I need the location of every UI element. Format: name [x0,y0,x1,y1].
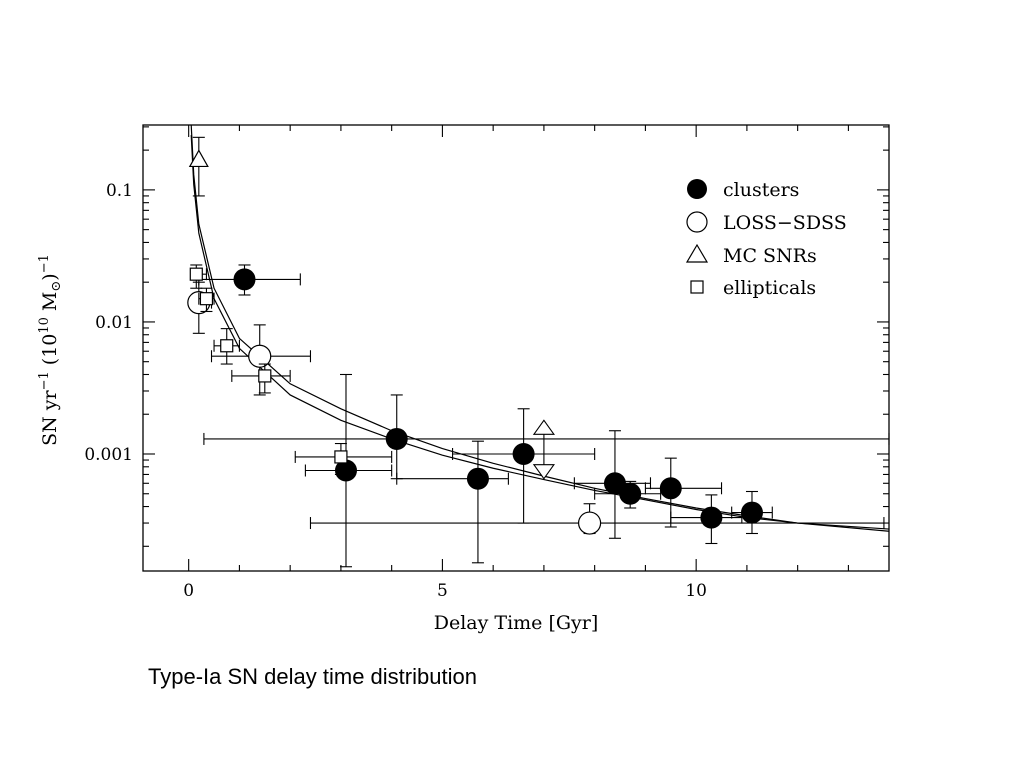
legend-label-mc-snrs: MC SNRs [723,245,817,267]
data-point-filled-circle [452,408,596,524]
data-point-filled-circle [731,490,773,535]
data-point-filled-circle [594,480,662,509]
data-point-open-square [231,363,291,394]
marker-filled-circle [700,506,723,529]
x-tick-label: 0 [183,581,194,601]
marker-filled-circle [385,427,408,450]
range-arrow-head-down [532,464,555,480]
marker-open-square [258,369,272,383]
data-point-open-circle [210,324,312,396]
range-arrow [532,419,555,480]
y-axis-label: SN yr−1(1010M⊙)−1 [37,254,64,446]
data-point-open-triangle [188,136,209,197]
plot-frame [142,124,890,572]
legend-marker-ellipticals [690,280,704,294]
data-point-open-circle [187,281,213,334]
marker-filled-circle [659,477,682,500]
data-points [187,136,890,568]
data-point-open-circle [309,503,885,535]
marker-filled-circle [466,467,489,490]
figure-caption: Type-Ia SN delay time distribution [148,664,477,689]
x-tick-label: 10 [685,581,707,601]
data-point-filled-circle [198,264,301,296]
data-point-filled-circle [670,494,743,545]
data-point-open-square [189,264,207,289]
data-point-filled-circle [203,394,890,480]
marker-filled-circle [233,268,256,291]
marker-open-square [189,267,203,281]
range-arrow-head-up [532,419,555,435]
y-tick-label: 0.01 [95,313,133,333]
marker-filled-circle [740,501,763,524]
x-axis-label: Delay Time [Gyr] [434,612,599,634]
marker-filled-circle [619,482,642,505]
marker-open-square [220,339,234,353]
legend-marker-clusters [687,179,707,199]
marker-open-circle [577,511,602,535]
legend: clusters LOSS−SDSS MC SNRs ellipticals [685,179,847,299]
data-point-filled-circle [644,457,723,528]
marker-open-square [199,292,214,306]
legend-marker-loss-sdss [686,211,708,233]
data-point-open-square [294,442,393,475]
legend-label-clusters: clusters [723,179,799,201]
marker-open-circle [248,344,272,368]
data-point-open-square [213,328,240,365]
delay-time-chart: 0 5 10 0.1 0.01 0.001 Delay Time [Gyr] SN yr−… [37,124,890,634]
marker-open-square [334,450,348,464]
data-point-filled-circle [396,440,509,564]
y-tick-label: 0.1 [106,181,133,201]
marker-open-triangle [188,149,209,168]
legend-label-ellipticals: ellipticals [723,277,816,299]
legend-marker-mc-snrs [685,243,709,263]
marker-filled-circle [512,442,535,465]
data-point-filled-circle [304,373,393,568]
data-point-open-square [198,287,215,313]
x-tick-label: 5 [437,581,448,601]
legend-label-loss-sdss: LOSS−SDSS [723,212,847,234]
axis-ticks: 0 5 10 0.1 0.01 0.001 [84,125,889,601]
y-tick-label: 0.001 [84,445,133,465]
